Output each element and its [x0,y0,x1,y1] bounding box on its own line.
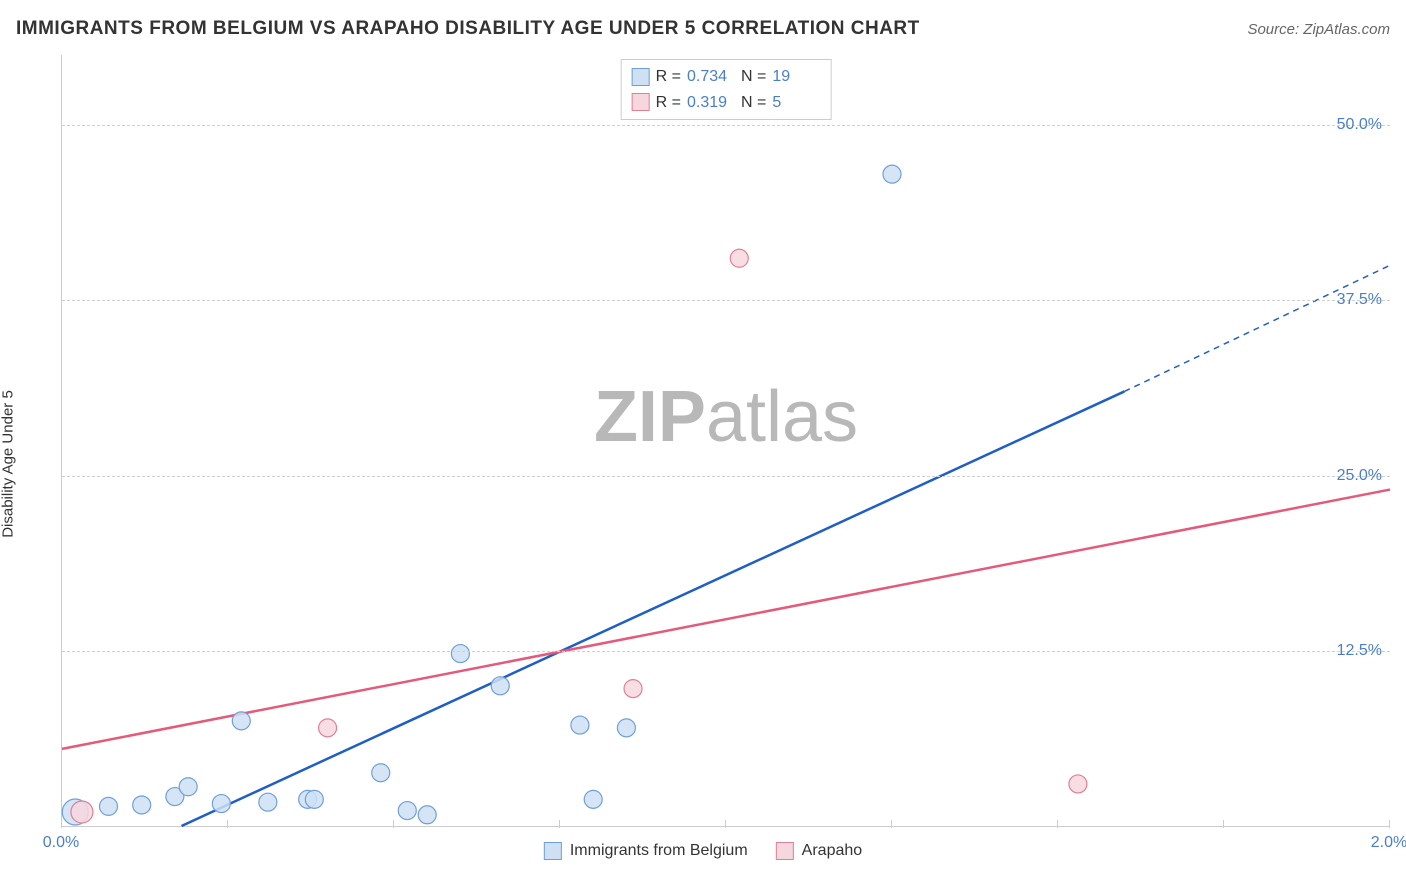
xtick-label: 2.0% [1371,834,1406,852]
data-point [584,790,602,808]
legend-swatch-blue [632,68,650,86]
legend-item-belgium: Immigrants from Belgium [544,842,748,860]
data-point [617,719,635,737]
regression-line-dashed [1124,265,1390,391]
chart-container: Disability Age Under 5 ZIPatlas R = 0.73… [16,55,1390,872]
legend-swatch-belgium [544,842,562,860]
legend-label-belgium: Immigrants from Belgium [570,842,748,860]
data-point [212,795,230,813]
ytick-label: 37.5% [1337,291,1382,309]
data-point [571,716,589,734]
data-point [451,645,469,663]
data-point [319,719,337,737]
data-point [133,796,151,814]
data-point [179,778,197,796]
data-point [71,801,93,823]
data-point [232,712,250,730]
chart-header: IMMIGRANTS FROM BELGIUM VS ARAPAHO DISAB… [16,18,1390,40]
data-point [1069,775,1087,793]
plot-svg [62,55,1390,826]
data-point [305,790,323,808]
data-point [398,802,416,820]
ytick-label: 12.5% [1337,642,1382,660]
data-point [883,165,901,183]
data-point [624,680,642,698]
legend-stats-row-1: R = 0.319 N = 5 [632,90,821,116]
data-point [418,806,436,824]
legend-swatch-pink [632,93,650,111]
legend-bottom: Immigrants from Belgium Arapaho [544,842,862,860]
regression-line [182,391,1125,826]
data-point [259,793,277,811]
source-label: Source: ZipAtlas.com [1247,21,1390,38]
legend-item-arapaho: Arapaho [776,842,863,860]
legend-swatch-arapaho [776,842,794,860]
data-point [99,797,117,815]
ytick-label: 50.0% [1337,116,1382,134]
legend-label-arapaho: Arapaho [802,842,863,860]
chart-title: IMMIGRANTS FROM BELGIUM VS ARAPAHO DISAB… [16,18,920,40]
legend-stats-row-0: R = 0.734 N = 19 [632,64,821,90]
y-axis-label: Disability Age Under 5 [0,390,17,538]
plot-area: ZIPatlas R = 0.734 N = 19 R = 0.319 N = … [61,55,1390,827]
legend-stats: R = 0.734 N = 19 R = 0.319 N = 5 [621,59,832,120]
data-point [491,677,509,695]
xtick-label: 0.0% [43,834,79,852]
regression-line [62,490,1390,749]
data-point [372,764,390,782]
data-point [730,249,748,267]
ytick-label: 25.0% [1337,467,1382,485]
